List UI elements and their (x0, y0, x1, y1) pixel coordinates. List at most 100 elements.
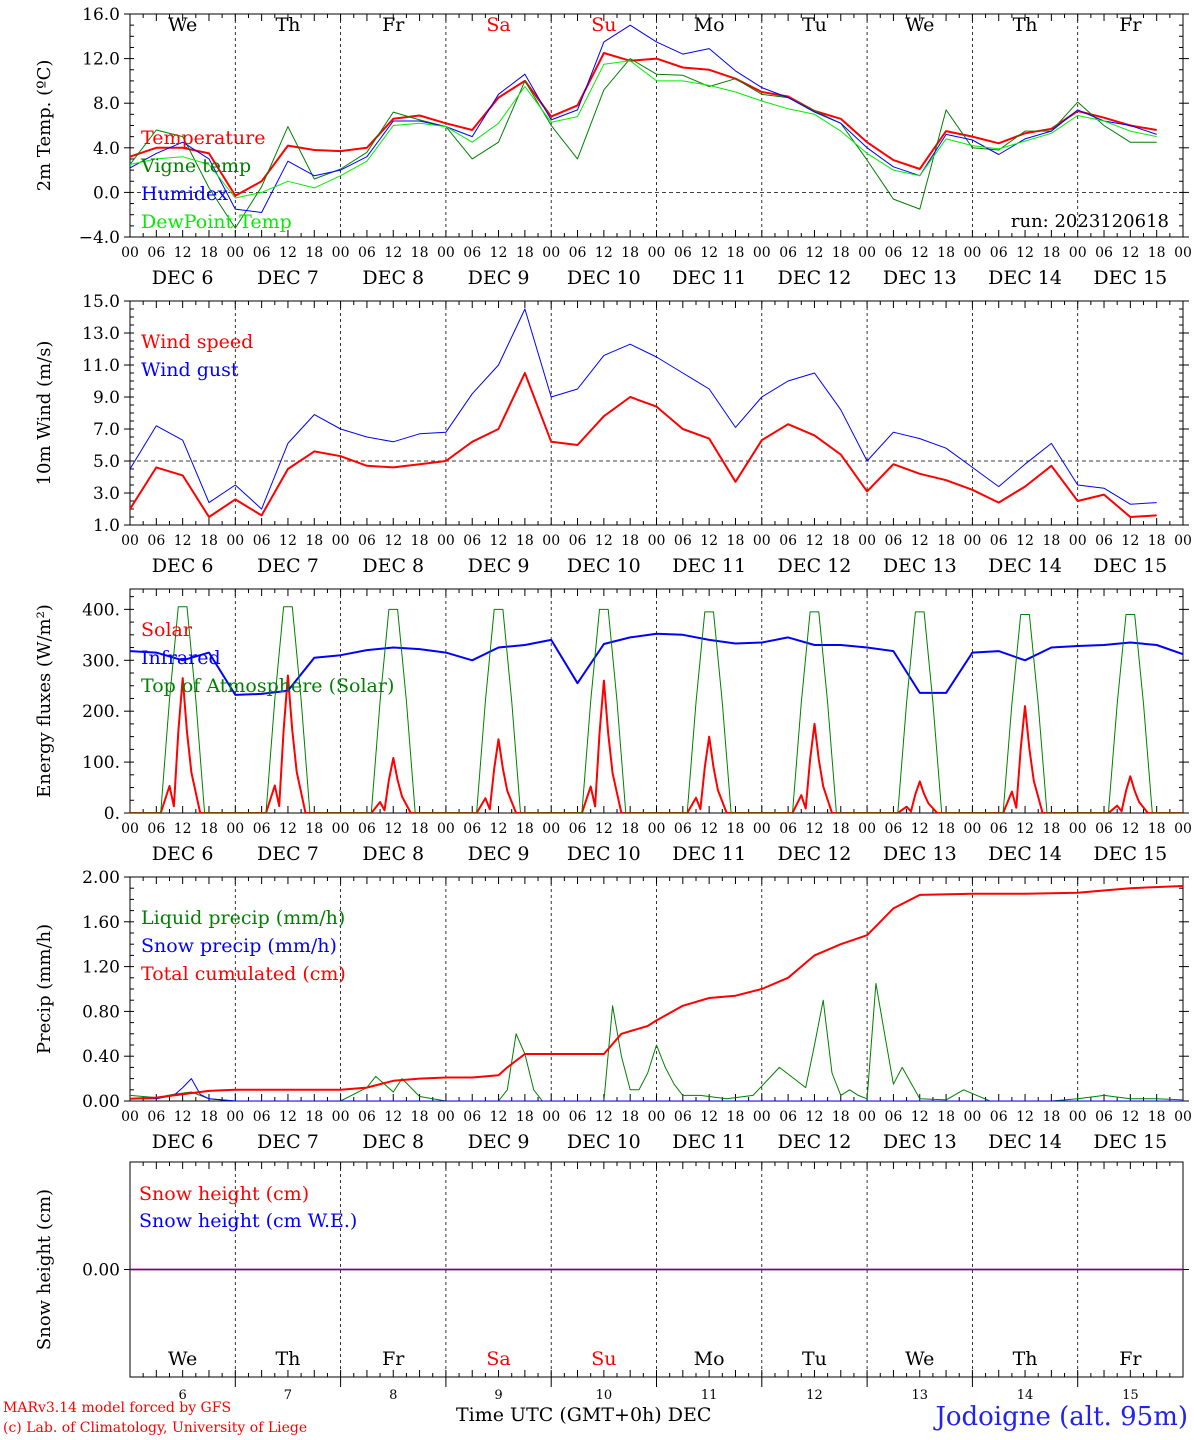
legend-entry: Vigne temp (140, 155, 251, 177)
hour-tick-label: 00 (963, 1109, 981, 1125)
hour-tick-label: 00 (226, 245, 244, 261)
y-tick-label: 5.0 (93, 452, 120, 472)
panel-temp: 16.0 12.0 8.0 4.0 0.0 −4.0 2m Temp. (ºC) Temper… (34, 5, 1192, 289)
hour-tick-label: 12 (490, 533, 508, 549)
date-label: DEC 9 (468, 843, 530, 865)
hour-tick-label: 18 (200, 533, 218, 549)
hour-tick-label: 00 (1069, 821, 1087, 837)
hour-tick-label: 00 (1174, 1109, 1192, 1125)
hour-tick-label: 00 (753, 1109, 771, 1125)
hour-tick-label: 00 (542, 1109, 560, 1125)
series-line-temperature (130, 52, 1157, 197)
hour-tick-label: 06 (147, 533, 165, 549)
date-label: DEC 10 (567, 267, 641, 289)
hour-tick-label: 18 (1148, 533, 1166, 549)
hour-tick-label: 12 (490, 821, 508, 837)
hour-tick-label: 00 (963, 245, 981, 261)
hour-tick-label: 06 (1095, 1109, 1113, 1125)
day-number: 12 (806, 1388, 823, 1400)
y-tick-label: 16.0 (82, 5, 120, 25)
hour-tick-label: 12 (279, 245, 297, 261)
hour-tick-label: 18 (832, 1109, 850, 1125)
hour-tick-label: 12 (911, 1109, 929, 1125)
hour-tick-label: 00 (753, 245, 771, 261)
run-annotation: run: 2023120618 (1011, 211, 1169, 232)
hour-tick-label: 12 (490, 245, 508, 261)
y-tick-label: 2.00 (82, 868, 120, 888)
day-name: Th (275, 1348, 300, 1370)
hour-tick-label: 00 (332, 821, 350, 837)
hour-tick-label: 18 (1148, 821, 1166, 837)
hour-tick-label: 18 (516, 1109, 534, 1125)
series-line-wind-speed (130, 372, 1157, 518)
hour-tick-label: 06 (674, 1109, 692, 1125)
hour-tick-label: 18 (1042, 1109, 1060, 1125)
y-tick-label: 0.80 (82, 1002, 120, 1022)
hour-tick-label: 12 (806, 533, 824, 549)
hour-tick-label: 06 (147, 821, 165, 837)
hour-tick-label: 06 (463, 1109, 481, 1125)
hour-tick-label: 18 (516, 821, 534, 837)
date-label: DEC 15 (1093, 555, 1167, 577)
hour-tick-label: 00 (963, 821, 981, 837)
hour-tick-label: 00 (858, 533, 876, 549)
hour-tick-label: 12 (1016, 533, 1034, 549)
day-name: Su (591, 1348, 616, 1370)
date-label: DEC 11 (672, 555, 746, 577)
day-name: Tu (802, 1348, 827, 1370)
hour-tick-label: 18 (411, 245, 429, 261)
hour-tick-label: 18 (305, 533, 323, 549)
hour-tick-label: 06 (358, 245, 376, 261)
y-tick-label: 100. (82, 753, 120, 773)
day-number: 6 (179, 1388, 187, 1400)
hour-tick-label: 12 (279, 821, 297, 837)
hour-tick-label: 12 (1121, 245, 1139, 261)
series-group (130, 885, 1183, 1101)
date-label: DEC 13 (883, 1131, 957, 1153)
date-label: DEC 11 (672, 267, 746, 289)
legend-entry: DewPoint Temp (141, 211, 292, 233)
y-tick-label: 0.40 (82, 1047, 120, 1067)
hour-tick-label: 06 (253, 1109, 271, 1125)
hour-tick-label: 18 (937, 1109, 955, 1125)
panel-precip: 2.00 1.60 1.20 0.80 0.40 0.00 Precip (mm/h) Liq… (34, 868, 1192, 1153)
hour-tick-label: 06 (674, 533, 692, 549)
hour-tick-label: 06 (885, 821, 903, 837)
hour-tick-label: 18 (1042, 245, 1060, 261)
series-line-solar (130, 674, 1183, 813)
hour-tick-label: 06 (358, 1109, 376, 1125)
hour-tick-label: 06 (990, 533, 1008, 549)
date-label: DEC 7 (257, 843, 319, 865)
hour-tick-label: 18 (200, 245, 218, 261)
hour-tick-label: 06 (1095, 245, 1113, 261)
hour-tick-label: 00 (648, 245, 666, 261)
y-tick-label: 400. (82, 600, 120, 620)
hour-tick-label: 12 (1121, 533, 1139, 549)
hour-tick-label: 00 (1069, 245, 1087, 261)
hour-tick-label: 18 (727, 533, 745, 549)
y-tick-label: 0. (104, 804, 120, 824)
y-tick-label: 15.0 (82, 292, 120, 312)
hour-tick-label: 00 (121, 533, 139, 549)
hour-tick-label: 12 (1121, 1109, 1139, 1125)
date-label: DEC 11 (672, 1131, 746, 1153)
hour-tick-label: 18 (305, 245, 323, 261)
hour-tick-label: 00 (648, 821, 666, 837)
hour-tick-label: 00 (858, 821, 876, 837)
date-label: DEC 10 (567, 1131, 641, 1153)
hour-tick-label: 06 (990, 1109, 1008, 1125)
hour-tick-label: 12 (595, 1109, 613, 1125)
legend-entry: Top of Atmosphere (Solar) (141, 675, 394, 697)
legend-entry: Wind speed (141, 331, 253, 353)
hour-tick-label: 12 (911, 245, 929, 261)
hour-tick-label: 12 (806, 1109, 824, 1125)
hour-tick-label: 06 (674, 245, 692, 261)
date-label: DEC 12 (778, 1131, 852, 1153)
hour-tick-label: 00 (226, 1109, 244, 1125)
hour-tick-label: 06 (147, 245, 165, 261)
date-label: DEC 8 (362, 843, 424, 865)
hour-tick-label: 06 (463, 821, 481, 837)
day-name: Th (1013, 14, 1038, 36)
series-line-vigne-temp (130, 58, 1157, 229)
y-axis-label: 2m Temp. (ºC) (34, 60, 55, 192)
